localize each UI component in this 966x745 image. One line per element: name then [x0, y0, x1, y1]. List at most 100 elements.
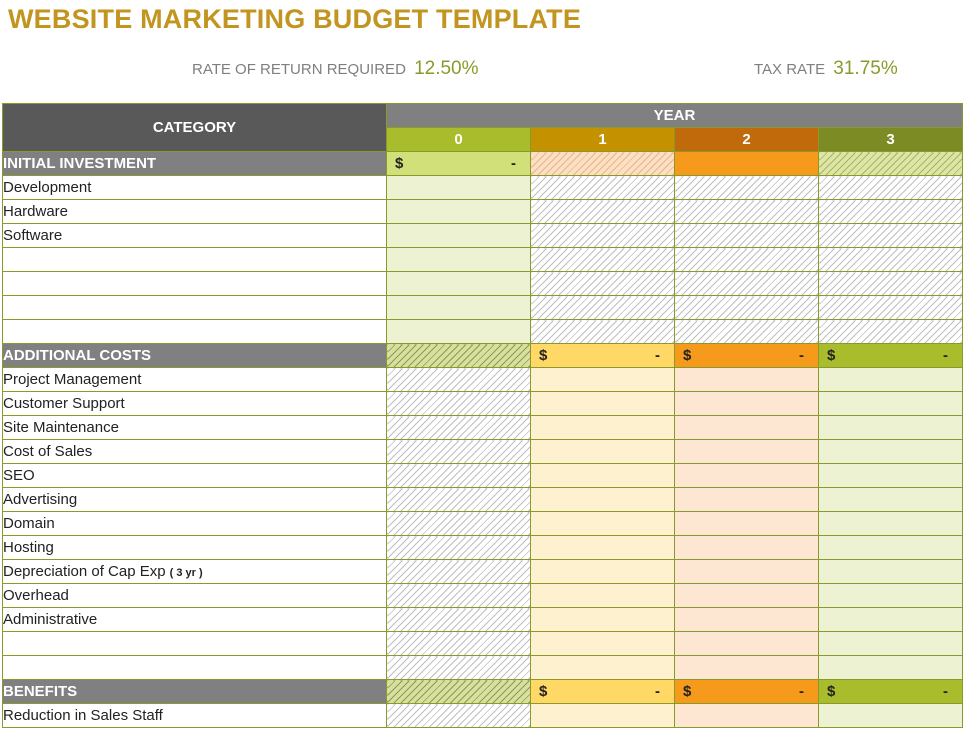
row-label[interactable] — [2, 247, 387, 272]
value-cell-y1[interactable] — [530, 391, 675, 416]
value-cell-y3[interactable] — [818, 631, 963, 656]
section-total-y2[interactable]: $ - — [674, 343, 819, 368]
row-label[interactable]: Administrative — [2, 607, 387, 632]
table-row: Hardware — [2, 199, 963, 224]
value-cell-y2[interactable] — [674, 415, 819, 440]
value-cell-y1[interactable] — [530, 703, 675, 728]
value-cell-y2[interactable] — [674, 487, 819, 512]
value-cell-y1[interactable] — [530, 655, 675, 680]
row-label[interactable] — [2, 631, 387, 656]
value-cell-y0[interactable] — [386, 199, 531, 224]
value-cell-y1[interactable] — [530, 559, 675, 584]
value-cell-y1[interactable] — [530, 415, 675, 440]
section-cell-y0 — [386, 679, 531, 704]
value-cell-y1[interactable] — [530, 439, 675, 464]
value-cell-y0[interactable] — [386, 223, 531, 248]
value-cell-y2[interactable] — [674, 583, 819, 608]
value-cell-y0[interactable] — [386, 175, 531, 200]
section-total-y3[interactable]: $ - — [818, 343, 963, 368]
row-label[interactable] — [2, 271, 387, 296]
value-cell-y0[interactable] — [386, 295, 531, 320]
value-cell-y2[interactable] — [674, 559, 819, 584]
value-cell-y0[interactable] — [386, 319, 531, 344]
section-cell-y1 — [530, 151, 675, 176]
section-total-y1[interactable]: $ - — [530, 343, 675, 368]
value-cell-y3[interactable] — [818, 535, 963, 560]
value-cell-y3[interactable] — [818, 583, 963, 608]
section-cell-y3 — [818, 151, 963, 176]
table-row: Development — [2, 175, 963, 200]
value-cell-y3 — [818, 319, 963, 344]
section-label-initial: INITIAL INVESTMENT — [2, 151, 387, 176]
value-cell-y1[interactable] — [530, 583, 675, 608]
value-cell-y3[interactable] — [818, 439, 963, 464]
value-cell-y2[interactable] — [674, 535, 819, 560]
value-cell-y2[interactable] — [674, 439, 819, 464]
row-label[interactable]: Development — [2, 175, 387, 200]
value-cell-y2[interactable] — [674, 511, 819, 536]
value-cell-y3[interactable] — [818, 463, 963, 488]
value-cell-y1[interactable] — [530, 463, 675, 488]
value-cell-y1[interactable] — [530, 535, 675, 560]
value-cell-y3 — [818, 175, 963, 200]
row-label[interactable]: SEO — [2, 463, 387, 488]
value-cell-y1[interactable] — [530, 367, 675, 392]
value-cell-y3 — [818, 271, 963, 296]
amount-value: - — [799, 683, 804, 700]
section-total-y3[interactable]: $ - — [818, 679, 963, 704]
value-cell-y1[interactable] — [530, 631, 675, 656]
value-cell-y3[interactable] — [818, 391, 963, 416]
row-label[interactable] — [2, 319, 387, 344]
value-cell-y2[interactable] — [674, 655, 819, 680]
category-header: CATEGORY — [2, 103, 387, 152]
value-cell-y0 — [386, 463, 531, 488]
value-cell-y3[interactable] — [818, 703, 963, 728]
table-row: Project Management — [2, 367, 963, 392]
row-label[interactable]: Reduction in Sales Staff — [2, 703, 387, 728]
row-label-text: Administrative — [3, 611, 98, 628]
row-label[interactable]: Software — [2, 223, 387, 248]
value-cell-y3[interactable] — [818, 655, 963, 680]
value-cell-y1[interactable] — [530, 487, 675, 512]
value-cell-y3[interactable] — [818, 487, 963, 512]
value-cell-y0[interactable] — [386, 247, 531, 272]
value-cell-y3[interactable] — [818, 511, 963, 536]
value-cell-y1[interactable] — [530, 511, 675, 536]
row-label[interactable]: Site Maintenance — [2, 415, 387, 440]
budget-body: INITIAL INVESTMENT $ - Development Hardware S… — [2, 151, 963, 728]
row-label[interactable]: Advertising — [2, 487, 387, 512]
depreciation-note: ( 3 yr ) — [169, 567, 203, 579]
row-label[interactable]: Project Management — [2, 367, 387, 392]
value-cell-y3 — [818, 247, 963, 272]
row-label[interactable]: Hosting — [2, 535, 387, 560]
section-total-y2[interactable]: $ - — [674, 679, 819, 704]
section-total-y1[interactable]: $ - — [530, 679, 675, 704]
amount-value: - — [943, 683, 948, 700]
row-label-text: Overhead — [3, 587, 69, 604]
section-total-y0[interactable]: $ - — [386, 151, 531, 176]
value-cell-y2[interactable] — [674, 631, 819, 656]
tax-rate-value[interactable]: 31.75% — [833, 58, 898, 79]
value-cell-y2[interactable] — [674, 391, 819, 416]
row-label[interactable]: Hardware — [2, 199, 387, 224]
value-cell-y3[interactable] — [818, 559, 963, 584]
value-cell-y3[interactable] — [818, 367, 963, 392]
row-label[interactable]: Customer Support — [2, 391, 387, 416]
value-cell-y2[interactable] — [674, 463, 819, 488]
value-cell-y0[interactable] — [386, 271, 531, 296]
row-label[interactable]: Domain — [2, 511, 387, 536]
value-cell-y2 — [674, 271, 819, 296]
value-cell-y3 — [818, 295, 963, 320]
value-cell-y2[interactable] — [674, 607, 819, 632]
row-label[interactable]: Overhead — [2, 583, 387, 608]
value-cell-y1[interactable] — [530, 607, 675, 632]
value-cell-y2[interactable] — [674, 367, 819, 392]
row-label[interactable]: Depreciation of Cap Exp( 3 yr ) — [2, 559, 387, 584]
row-label[interactable] — [2, 295, 387, 320]
rate-of-return-value[interactable]: 12.50% — [414, 58, 479, 79]
value-cell-y2[interactable] — [674, 703, 819, 728]
row-label[interactable]: Cost of Sales — [2, 439, 387, 464]
row-label[interactable] — [2, 655, 387, 680]
value-cell-y3[interactable] — [818, 415, 963, 440]
value-cell-y3[interactable] — [818, 607, 963, 632]
